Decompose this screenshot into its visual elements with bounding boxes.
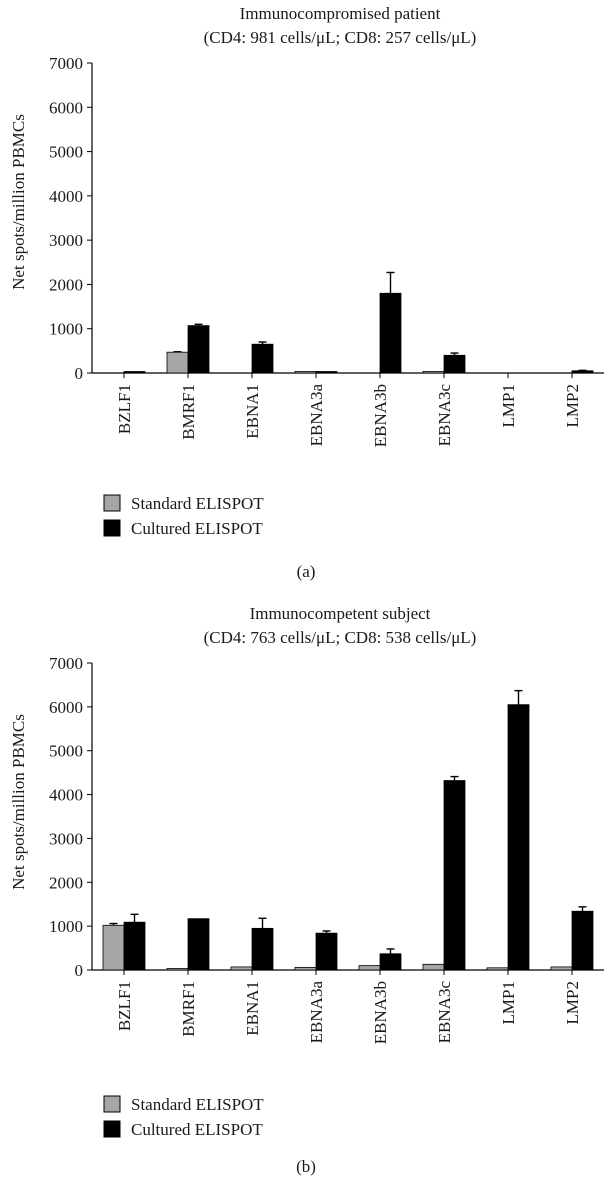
y-tick-label: 3000	[49, 231, 83, 250]
bars	[102, 689, 594, 971]
x-tick-label: EBNA3c	[435, 384, 454, 447]
chart-title: Immunocompetent subject	[250, 604, 431, 623]
bar-cultured	[315, 371, 338, 374]
y-tick-label: 1000	[49, 320, 83, 339]
panel-label: (b)	[296, 1157, 316, 1176]
bar-cultured	[251, 343, 274, 374]
bar-cultured	[443, 780, 466, 971]
legend-swatch-cultured	[103, 519, 121, 537]
x-tick-label: LMP2	[563, 981, 582, 1024]
bar-cultured	[315, 932, 338, 971]
y-tick-label: 5000	[49, 143, 83, 162]
bar-standard	[102, 924, 125, 971]
legend-label-cultured: Cultured ELISPOT	[131, 1120, 263, 1139]
x-tick-label: LMP2	[563, 384, 582, 427]
bar-standard	[422, 371, 445, 374]
legend-label-standard: Standard ELISPOT	[131, 1095, 264, 1114]
x-ticks: BZLF1 BMRF1 EBNA1 EBNA3a EBNA3b EBNA3c LMP1 LMP…	[115, 970, 582, 1044]
y-ticks: 0 1000 2000 3000 4000 5000 6000 7000	[49, 54, 92, 383]
chart-title: Immunocompromised patient	[240, 4, 441, 23]
bar-cultured	[123, 371, 146, 374]
panel-label: (a)	[297, 562, 316, 581]
legend-swatch-cultured	[103, 1120, 121, 1138]
y-tick-label: 1000	[49, 917, 83, 936]
x-tick-label: LMP1	[499, 981, 518, 1024]
y-tick-label: 4000	[49, 786, 83, 805]
y-tick-label: 7000	[49, 54, 83, 73]
x-tick-label: EBNA1	[243, 981, 262, 1036]
bar-standard	[358, 965, 381, 971]
y-tick-label: 0	[75, 364, 84, 383]
y-tick-label: 4000	[49, 187, 83, 206]
bar-cultured	[507, 704, 530, 971]
bar-cultured	[379, 292, 402, 374]
bar-standard	[166, 968, 189, 971]
legend-label-standard: Standard ELISPOT	[131, 494, 264, 513]
legend-swatch-standard	[103, 1095, 121, 1113]
x-tick-label: BMRF1	[179, 981, 198, 1037]
bar-standard	[294, 966, 317, 971]
x-tick-label: BZLF1	[115, 981, 134, 1031]
x-tick-label: BMRF1	[179, 384, 198, 440]
bars	[123, 271, 594, 374]
legend: Standard ELISPOT Cultured ELISPOT	[103, 1095, 264, 1139]
bar-standard	[166, 351, 189, 374]
legend: Standard ELISPOT Cultured ELISPOT	[103, 494, 264, 538]
bar-cultured	[123, 921, 146, 971]
x-tick-label: LMP1	[499, 384, 518, 427]
y-axis-label: Net spots/million PBMCs	[9, 114, 28, 290]
bar-cultured	[379, 953, 402, 971]
bar-cultured	[251, 927, 274, 971]
y-tick-label: 6000	[49, 98, 83, 117]
y-tick-label: 2000	[49, 275, 83, 294]
bar-standard	[294, 371, 317, 374]
bar-cultured	[571, 910, 594, 971]
y-tick-label: 5000	[49, 742, 83, 761]
x-tick-label: EBNA3b	[371, 384, 390, 447]
y-tick-label: 7000	[49, 654, 83, 673]
y-tick-label: 3000	[49, 829, 83, 848]
bar-cultured	[187, 918, 210, 971]
bar-standard	[422, 963, 445, 971]
bar-cultured	[443, 354, 466, 374]
x-tick-label: BZLF1	[115, 384, 134, 434]
y-tick-label: 6000	[49, 698, 83, 717]
legend-label-cultured: Cultured ELISPOT	[131, 519, 263, 538]
y-tick-label: 0	[75, 961, 84, 980]
legend-swatch-standard	[103, 494, 121, 512]
x-ticks: BZLF1 BMRF1 EBNA1 EBNA3a EBNA3b EBNA3c LMP1 LMP…	[115, 373, 582, 447]
y-tick-label: 2000	[49, 873, 83, 892]
bar-standard	[486, 967, 509, 971]
chart-panel-b: Immunocompetent subject (CD4: 763 cells/…	[9, 604, 604, 1176]
x-tick-label: EBNA3a	[307, 981, 326, 1044]
bar-cultured	[571, 370, 594, 374]
bar-standard	[230, 966, 253, 971]
x-tick-label: EBNA3a	[307, 384, 326, 447]
bar-cultured	[187, 325, 210, 374]
x-tick-label: EBNA3b	[371, 981, 390, 1044]
x-tick-label: EBNA1	[243, 384, 262, 439]
y-axis-label: Net spots/million PBMCs	[9, 714, 28, 890]
chart-subtitle: (CD4: 981 cells/μL; CD8: 257 cells/μL)	[204, 28, 477, 47]
y-ticks: 0 1000 2000 3000 4000 5000 6000 7000	[49, 654, 92, 980]
chart-panel-a: Immunocompromised patient (CD4: 981 cell…	[9, 4, 604, 581]
x-tick-label: EBNA3c	[435, 981, 454, 1044]
axes	[91, 63, 604, 374]
bar-standard	[550, 966, 573, 971]
chart-subtitle: (CD4: 763 cells/μL; CD8: 538 cells/μL)	[204, 628, 477, 647]
